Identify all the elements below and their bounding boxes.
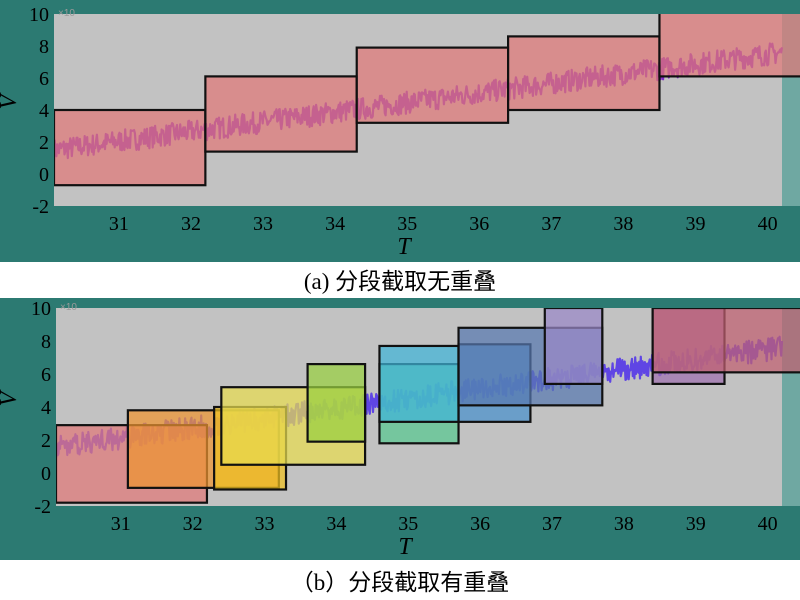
segment-box-10 <box>543 308 604 386</box>
y-tick-label--2: -2 <box>32 196 49 218</box>
x-tick-label-35: 35 <box>397 213 417 235</box>
segment-box-2 <box>204 75 358 153</box>
x-tick-label-37: 37 <box>542 513 562 535</box>
axis-multiplier: ×10 <box>58 8 75 19</box>
x-tick-label-36: 36 <box>469 213 489 235</box>
y-tick-label-0: 0 <box>39 164 49 186</box>
x-tick-label-32: 32 <box>181 213 201 235</box>
x-tick-label-35: 35 <box>398 513 418 535</box>
x-tick-label-38: 38 <box>613 213 633 235</box>
x-tick-label-39: 39 <box>686 213 706 235</box>
axis-multiplier: ×10 <box>60 302 77 313</box>
x-tick-label-38: 38 <box>614 513 634 535</box>
x-tick-label-32: 32 <box>183 513 203 535</box>
x-tick-label-31: 31 <box>111 513 131 535</box>
segment-box-1 <box>54 108 207 187</box>
x-tick-label-34: 34 <box>326 513 346 535</box>
y-tick-label-4: 4 <box>41 397 51 419</box>
plot-content <box>56 308 800 504</box>
x-tick-label-33: 33 <box>254 513 274 535</box>
y-tick-label-4: 4 <box>39 100 49 122</box>
caption-a: (a) 分段截取无重叠 <box>303 269 497 294</box>
chart-a-svg: ×10 31 32 33 34 35 36 37 38 39 40 -2 0 2 4 6 8 10 T V <box>0 0 800 262</box>
y-tick-label-10: 10 <box>31 298 51 320</box>
x-tick-label-40: 40 <box>758 213 778 235</box>
chart-panel-b: ×10 31 32 33 34 35 36 37 38 39 40 -2 0 2 4 6 8 10 T V <box>0 298 800 560</box>
plot-content <box>54 14 800 187</box>
y-tick-label-2: 2 <box>39 132 49 154</box>
segment-box-7 <box>378 344 460 423</box>
y-tick-label--2: -2 <box>34 496 51 518</box>
x-tick-label-36: 36 <box>470 513 490 535</box>
y-tick-label-10: 10 <box>29 4 49 26</box>
y-tick-label-6: 6 <box>39 68 49 90</box>
x-tick-label-37: 37 <box>541 213 561 235</box>
segment-box-4 <box>506 35 661 112</box>
segment-box-5 <box>306 362 367 443</box>
x-tick-label-39: 39 <box>686 513 706 535</box>
y-axis-label: V <box>0 92 22 109</box>
y-tick-label-8: 8 <box>39 36 49 58</box>
chart-panel-a: ×10 31 32 33 34 35 36 37 38 39 40 -2 0 2 4 6 8 10 T V <box>0 0 800 262</box>
x-axis-label: T <box>397 234 412 260</box>
segment-box-3 <box>355 46 510 124</box>
y-axis-label: V <box>0 389 22 406</box>
y-tick-label-6: 6 <box>41 364 51 386</box>
x-axis-label: T <box>398 534 413 560</box>
chart-b-svg: ×10 31 32 33 34 35 36 37 38 39 40 -2 0 2 4 6 8 10 T V <box>0 298 800 560</box>
y-tick-label-0: 0 <box>41 463 51 485</box>
segment-box-12 <box>651 308 800 374</box>
caption-b: （b）分段截取有重叠 <box>290 570 510 595</box>
x-tick-label-33: 33 <box>253 213 273 235</box>
x-tick-label-34: 34 <box>325 213 345 235</box>
x-tick-label-40: 40 <box>758 513 778 535</box>
x-tick-label-31: 31 <box>109 213 129 235</box>
y-tick-label-8: 8 <box>41 331 51 353</box>
y-tick-label-2: 2 <box>41 430 51 452</box>
segment-box-5 <box>658 14 800 78</box>
